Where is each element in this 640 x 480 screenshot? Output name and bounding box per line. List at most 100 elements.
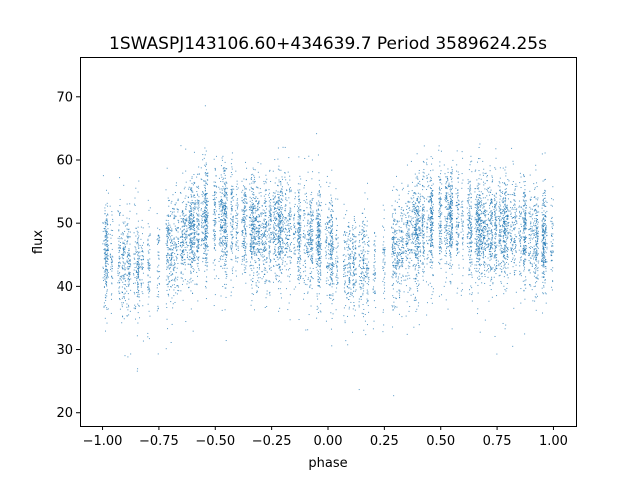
scatter-point (127, 253, 129, 255)
scatter-point (543, 251, 545, 253)
scatter-point (119, 177, 121, 179)
scatter-point (408, 190, 410, 192)
scatter-point (224, 222, 226, 224)
scatter-point (361, 232, 363, 234)
scatter-point (331, 201, 333, 203)
scatter-point (295, 228, 297, 230)
scatter-point (545, 241, 547, 243)
scatter-point (254, 198, 256, 200)
scatter-point (235, 248, 237, 250)
scatter-point (298, 216, 300, 218)
scatter-point (417, 290, 419, 292)
scatter-point (190, 209, 192, 211)
scatter-point (119, 214, 121, 216)
scatter-point (118, 298, 120, 300)
scatter-point (285, 234, 287, 236)
scatter-point (136, 264, 138, 266)
scatter-point (484, 220, 486, 222)
scatter-point (167, 225, 169, 227)
scatter-point (480, 229, 482, 231)
scatter-point (255, 252, 257, 254)
scatter-point (489, 265, 491, 267)
scatter-point (176, 246, 178, 248)
scatter-point (284, 254, 286, 256)
scatter-point (191, 204, 193, 206)
scatter-point (349, 280, 351, 282)
scatter-point (272, 241, 274, 243)
scatter-point (255, 227, 257, 229)
scatter-point (279, 270, 281, 272)
scatter-point (196, 246, 198, 248)
scatter-point (427, 181, 429, 183)
scatter-point (185, 237, 187, 239)
scatter-point (249, 243, 251, 245)
scatter-point (551, 251, 553, 253)
scatter-point (178, 222, 180, 224)
scatter-point (400, 240, 402, 241)
scatter-point (231, 152, 233, 154)
scatter-point (111, 260, 113, 262)
scatter-point (542, 244, 544, 246)
scatter-point (414, 192, 416, 194)
scatter-point (196, 226, 198, 228)
scatter-point (126, 286, 128, 288)
scatter-point (156, 270, 158, 272)
scatter-point (191, 221, 193, 223)
scatter-point (137, 266, 139, 268)
scatter-point (374, 231, 376, 233)
scatter-point (181, 263, 183, 265)
scatter-point (224, 169, 226, 171)
scatter-point (260, 242, 262, 244)
scatter-point (294, 192, 296, 194)
scatter-point (490, 238, 492, 240)
scatter-point (399, 248, 401, 250)
scatter-point (327, 222, 329, 224)
scatter-point (124, 249, 126, 251)
scatter-point (294, 237, 296, 239)
scatter-point (207, 246, 209, 248)
scatter-point (245, 188, 247, 190)
scatter-point (502, 240, 504, 242)
scatter-point (477, 247, 479, 249)
scatter-point (197, 202, 199, 204)
scatter-point (495, 219, 497, 221)
scatter-point (343, 268, 345, 270)
scatter-point (224, 260, 226, 262)
scatter-point (374, 232, 376, 234)
scatter-point (543, 204, 545, 206)
scatter-point (253, 178, 255, 180)
scatter-point (479, 209, 481, 211)
scatter-point (316, 202, 318, 204)
scatter-point (237, 231, 239, 233)
scatter-point (535, 229, 537, 231)
scatter-point (450, 192, 452, 194)
scatter-point (221, 229, 223, 231)
scatter-point (296, 222, 298, 224)
scatter-point (543, 179, 545, 181)
scatter-point (414, 300, 416, 301)
scatter-point (448, 236, 450, 238)
scatter-point (537, 211, 539, 213)
scatter-point (414, 267, 416, 269)
scatter-point (353, 302, 355, 303)
scatter-point (214, 244, 216, 246)
scatter-point (278, 241, 280, 243)
scatter-point (248, 209, 250, 211)
scatter-point (444, 196, 446, 198)
scatter-point (445, 193, 447, 195)
scatter-point (470, 272, 472, 274)
scatter-point (189, 219, 191, 221)
scatter-point (355, 280, 357, 282)
scatter-point (412, 242, 414, 244)
scatter-point (485, 270, 487, 272)
scatter-point (222, 155, 224, 157)
scatter-point (282, 257, 284, 259)
scatter-point (542, 180, 544, 182)
scatter-point (119, 286, 121, 288)
scatter-point (486, 233, 488, 235)
scatter-point (495, 216, 497, 218)
scatter-point (176, 258, 178, 260)
scatter-point (543, 254, 545, 256)
scatter-point (312, 210, 314, 212)
scatter-point (168, 239, 170, 241)
